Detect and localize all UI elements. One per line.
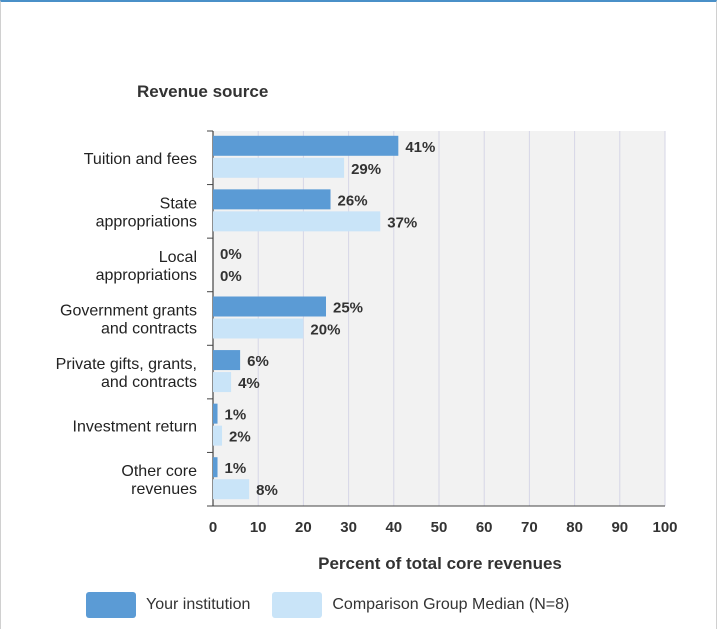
bar-comparison-median <box>213 425 223 446</box>
data-label: 41% <box>405 139 435 156</box>
data-label: 25% <box>333 300 363 317</box>
data-label: 37% <box>387 214 417 231</box>
data-label: 0% <box>220 246 242 263</box>
revenue-bar-chart: Revenue source 0 10 20 30 40 50 60 70 80 90 100 Tui… <box>56 82 678 573</box>
x-tick-label: 80 <box>566 519 583 536</box>
category-label: State <box>160 195 197 212</box>
x-tick-label: 40 <box>385 519 402 536</box>
x-axis-title: Percent of total core revenues <box>318 554 562 573</box>
bar-comparison-median <box>213 372 232 393</box>
bar-comparison-median <box>213 211 381 232</box>
category-label: Government grants <box>60 303 197 320</box>
data-label: 8% <box>256 482 278 499</box>
data-label: 2% <box>229 429 251 446</box>
data-label: 4% <box>238 375 260 392</box>
data-label: 20% <box>310 322 340 339</box>
chart-title: Revenue source <box>137 82 268 101</box>
category-label: Investment return <box>73 419 198 436</box>
bar-your-institution <box>213 350 241 371</box>
category-label: Tuition and fees <box>84 151 197 168</box>
data-label: 6% <box>247 353 269 370</box>
bar-comparison-median <box>213 318 304 339</box>
data-label: 29% <box>351 161 381 178</box>
legend-swatch-comparison-median <box>272 592 323 618</box>
legend-label: Your institution <box>146 596 251 613</box>
x-tick-label: 100 <box>652 519 677 536</box>
data-label: 1% <box>225 460 247 477</box>
data-label: 26% <box>338 192 368 209</box>
category-label: Private gifts, grants, <box>56 356 197 373</box>
category-label: Other core <box>121 463 197 480</box>
x-tick-label: 0 <box>209 519 217 536</box>
category-label: Local <box>159 249 197 266</box>
x-tick-label: 70 <box>521 519 538 536</box>
bar-your-institution <box>213 296 326 317</box>
legend-label: Comparison Group Median (N=8) <box>332 596 570 613</box>
bar-your-institution <box>213 403 218 424</box>
category-label: revenues <box>131 481 197 498</box>
bar-your-institution <box>213 189 331 210</box>
category-label: and contracts <box>101 374 197 391</box>
data-label: 0% <box>220 268 242 285</box>
data-label: 1% <box>225 407 247 424</box>
x-tick-label: 30 <box>340 519 357 536</box>
category-label: and contracts <box>101 321 197 338</box>
x-tick-label: 10 <box>250 519 267 536</box>
bar-your-institution <box>213 457 218 478</box>
bar-your-institution <box>213 135 399 156</box>
category-label: appropriations <box>96 267 197 284</box>
x-tick-label: 20 <box>295 519 312 536</box>
legend-item-comparison-median[interactable]: Comparison Group Median (N=8) <box>272 592 569 618</box>
legend-item-your-institution[interactable]: Your institution <box>86 592 250 618</box>
x-tick-label: 90 <box>611 519 628 536</box>
x-tick-label: 50 <box>431 519 448 536</box>
bar-comparison-median <box>213 479 250 500</box>
bar-comparison-median <box>213 157 345 178</box>
x-tick-label: 60 <box>476 519 493 536</box>
legend: Your institution Comparison Group Median… <box>86 592 591 618</box>
category-label: appropriations <box>96 213 197 230</box>
legend-swatch-your-institution <box>86 592 136 618</box>
